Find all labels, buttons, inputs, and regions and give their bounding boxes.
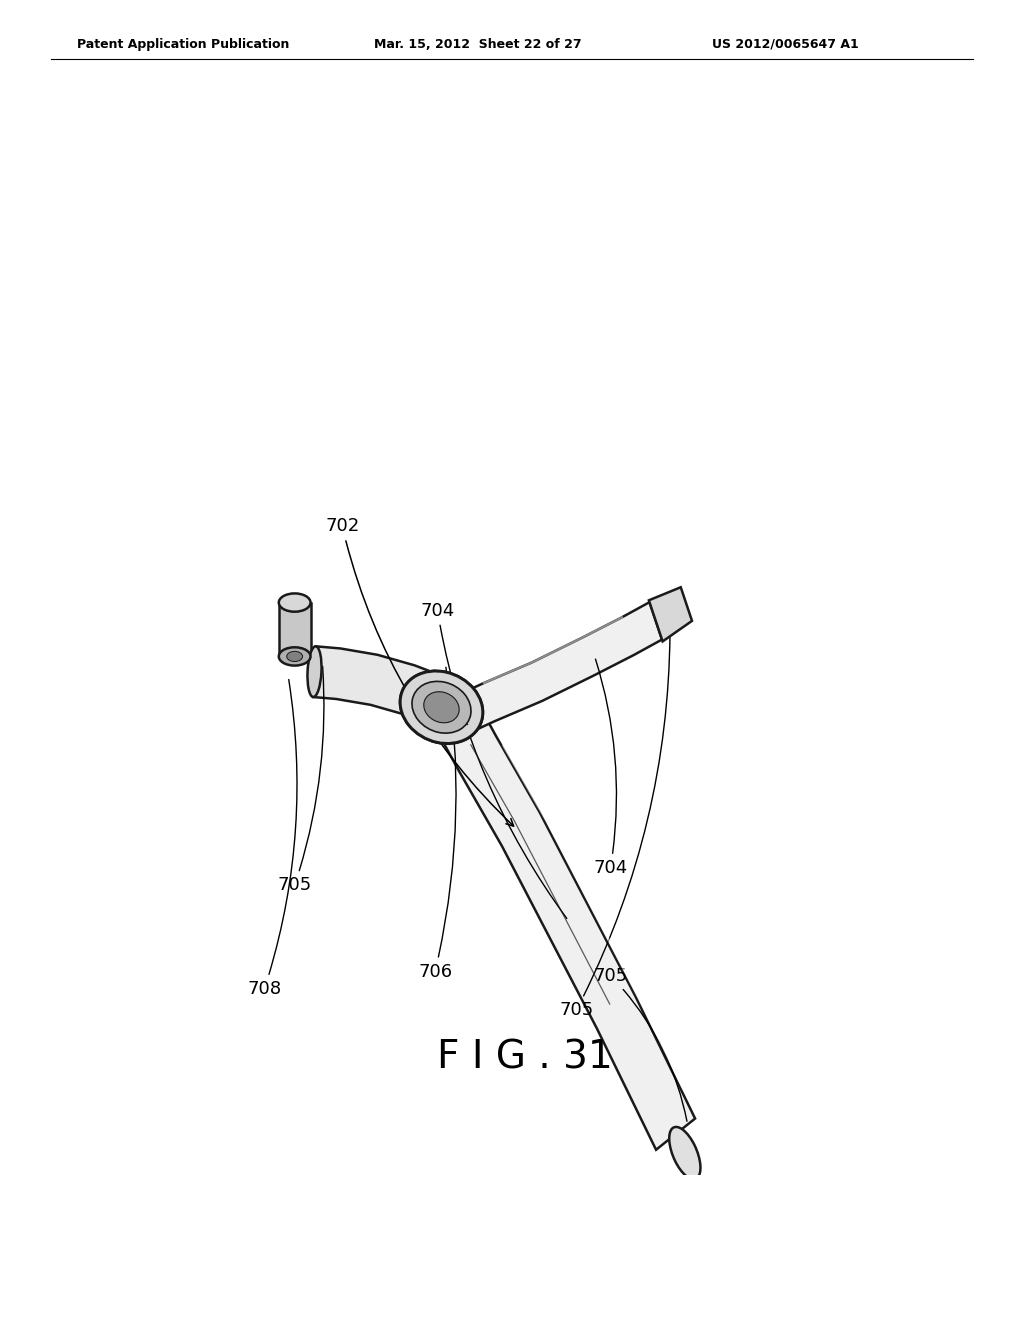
- Ellipse shape: [412, 681, 471, 733]
- Text: 706: 706: [418, 668, 456, 981]
- Text: 705: 705: [278, 667, 324, 894]
- Ellipse shape: [412, 681, 471, 733]
- Text: Patent Application Publication: Patent Application Publication: [77, 37, 289, 50]
- Ellipse shape: [279, 594, 310, 611]
- Text: 702: 702: [326, 517, 514, 826]
- Text: US 2012/0065647 A1: US 2012/0065647 A1: [712, 37, 858, 50]
- Text: 705: 705: [593, 966, 687, 1121]
- Polygon shape: [313, 647, 447, 726]
- Ellipse shape: [400, 671, 482, 743]
- Polygon shape: [430, 685, 695, 1150]
- Ellipse shape: [279, 647, 310, 665]
- Text: Mar. 15, 2012  Sheet 22 of 27: Mar. 15, 2012 Sheet 22 of 27: [374, 37, 582, 50]
- Text: 705: 705: [559, 634, 670, 1019]
- Ellipse shape: [424, 692, 459, 723]
- Polygon shape: [279, 602, 310, 656]
- Text: 708: 708: [248, 680, 297, 998]
- Ellipse shape: [287, 651, 303, 661]
- Ellipse shape: [424, 692, 459, 723]
- Text: 704: 704: [421, 602, 567, 919]
- Ellipse shape: [670, 1127, 700, 1179]
- Polygon shape: [649, 587, 692, 642]
- Text: 704: 704: [593, 659, 628, 876]
- Ellipse shape: [400, 671, 482, 743]
- Ellipse shape: [307, 647, 322, 697]
- Polygon shape: [444, 602, 662, 739]
- Text: F I G . 31: F I G . 31: [437, 1039, 612, 1077]
